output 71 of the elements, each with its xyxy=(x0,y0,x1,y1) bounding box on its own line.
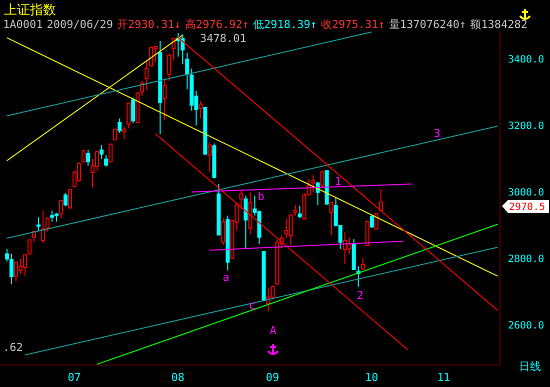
y-tick-label: 2800.0 xyxy=(508,254,544,266)
annotation: a xyxy=(222,271,230,284)
candlestick xyxy=(28,239,32,256)
candlestick xyxy=(86,149,90,166)
annotation: b xyxy=(258,190,264,203)
x-tick-label: 07 xyxy=(68,370,81,384)
candlestick xyxy=(311,174,316,193)
candlestick xyxy=(378,188,383,212)
candlestick xyxy=(149,46,154,68)
candlestick xyxy=(36,216,41,232)
x-tick-label: 11 xyxy=(437,370,450,384)
candlestick xyxy=(293,204,298,216)
chart-title: 上证指数 xyxy=(4,3,56,18)
annotation: 额1384282 xyxy=(470,18,528,31)
annotation: 3 xyxy=(434,127,440,140)
candlestick xyxy=(198,100,203,119)
y-tick-label: 3000.0 xyxy=(508,188,544,199)
annotation: A xyxy=(270,324,277,337)
candlestick xyxy=(320,170,324,188)
y-tick-label: 3400.0 xyxy=(508,54,544,66)
x-tick-label: 10 xyxy=(364,370,378,384)
candlestick xyxy=(32,230,36,243)
annotation: 开2930.31↓ xyxy=(116,18,181,31)
candlestick xyxy=(347,236,352,254)
candlestick xyxy=(244,195,248,250)
candlestick xyxy=(118,118,122,134)
y-tick-label: 3200.0 xyxy=(508,121,544,132)
annotation: 1A0001 xyxy=(3,18,43,31)
text: 日线 xyxy=(519,360,541,373)
annotation: 低2918.39↑ xyxy=(252,18,317,31)
candlestick xyxy=(41,210,46,244)
annotation: 3478.01 xyxy=(200,32,246,45)
y-tick-label: 2600.0 xyxy=(508,320,544,332)
candlestick xyxy=(221,218,226,246)
candlestick xyxy=(239,189,244,210)
candlestick xyxy=(50,210,54,222)
candlestick xyxy=(82,149,86,163)
candlestick xyxy=(370,215,374,228)
candlestick xyxy=(185,52,190,90)
annotation: 1 xyxy=(334,175,342,188)
candlestick xyxy=(162,78,167,120)
candlestick xyxy=(108,142,113,163)
candlestick xyxy=(298,205,302,219)
candlestick xyxy=(360,257,365,271)
candlestick xyxy=(68,188,72,209)
annotation: 收2975.31↑ xyxy=(320,18,385,31)
text: 2970.5 xyxy=(509,202,546,213)
candlestick xyxy=(46,216,50,232)
candlestick xyxy=(167,52,172,82)
candlestick xyxy=(122,126,126,140)
candlestick xyxy=(64,192,68,207)
candlestick xyxy=(100,144,104,160)
candlestick xyxy=(140,80,144,96)
x-tick-label: 08 xyxy=(171,370,185,384)
candlestick xyxy=(172,37,176,60)
x-tick-label: 09 xyxy=(266,370,280,384)
candlestick xyxy=(329,201,334,236)
annotation: 2 xyxy=(356,289,364,302)
candlestick xyxy=(59,200,64,219)
candlestick xyxy=(144,60,149,90)
candlestick xyxy=(113,128,118,140)
candlestick xyxy=(208,142,212,172)
candlestick xyxy=(126,102,131,129)
candlestick xyxy=(14,261,18,282)
annotation: 高2976.92↑ xyxy=(184,18,249,31)
annotation: .62 xyxy=(3,341,23,354)
annotation: 量137076240↑ xyxy=(388,18,466,31)
candlestick xyxy=(131,97,136,124)
annotation: 2009/06/29 xyxy=(46,18,113,31)
candlestick xyxy=(104,154,108,168)
candlestick xyxy=(288,213,293,246)
